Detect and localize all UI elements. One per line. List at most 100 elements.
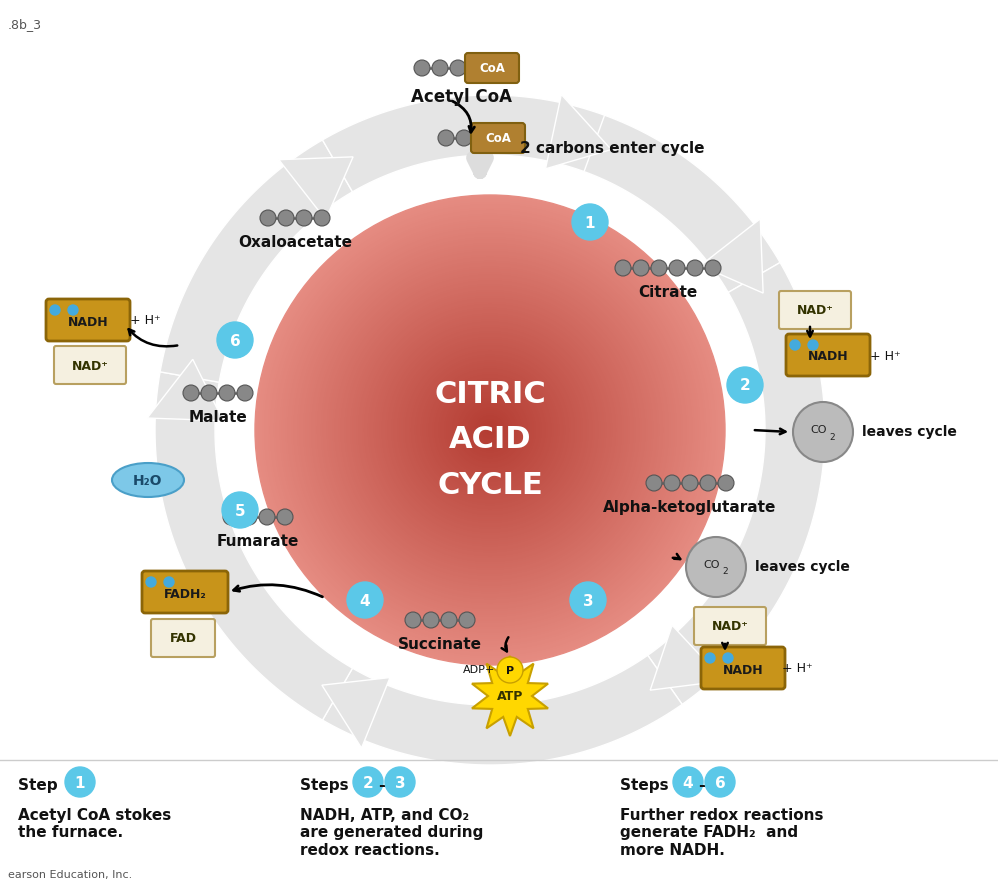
Circle shape (433, 373, 547, 487)
Circle shape (700, 475, 716, 491)
Circle shape (466, 407, 514, 453)
Text: Further redox reactions
generate FADH₂  and
more NADH.: Further redox reactions generate FADH₂ a… (620, 808, 823, 857)
Circle shape (201, 385, 217, 401)
Circle shape (390, 330, 590, 530)
Circle shape (372, 313, 608, 547)
Circle shape (223, 509, 239, 525)
Circle shape (435, 375, 545, 484)
Circle shape (447, 387, 533, 473)
Circle shape (306, 246, 674, 614)
Polygon shape (322, 655, 683, 765)
Polygon shape (701, 219, 763, 293)
Circle shape (682, 475, 698, 491)
Text: CO: CO (810, 425, 827, 435)
Text: + H⁺: + H⁺ (870, 350, 900, 363)
Circle shape (262, 202, 718, 657)
Text: Steps: Steps (300, 778, 354, 793)
Circle shape (325, 265, 655, 595)
Circle shape (669, 260, 685, 276)
Circle shape (323, 263, 657, 597)
Text: FADH₂: FADH₂ (164, 588, 207, 600)
Circle shape (339, 279, 641, 581)
Circle shape (400, 340, 580, 520)
Text: 2: 2 (723, 568, 728, 576)
Text: H₂O: H₂O (134, 474, 163, 488)
FancyBboxPatch shape (694, 607, 766, 645)
Circle shape (256, 197, 723, 663)
Circle shape (687, 260, 703, 276)
FancyBboxPatch shape (701, 647, 785, 689)
Polygon shape (155, 372, 352, 720)
Circle shape (357, 297, 623, 563)
Circle shape (790, 340, 800, 350)
Circle shape (237, 385, 253, 401)
Circle shape (385, 767, 415, 797)
Circle shape (405, 612, 421, 628)
Circle shape (368, 309, 612, 552)
Circle shape (241, 509, 257, 525)
Circle shape (451, 391, 529, 469)
FancyBboxPatch shape (46, 299, 130, 341)
Text: 6: 6 (230, 333, 241, 348)
Text: CoA: CoA (479, 63, 505, 75)
Text: NADH, ATP, and CO₂
are generated during
redox reactions.: NADH, ATP, and CO₂ are generated during … (300, 808, 483, 857)
Circle shape (484, 424, 496, 436)
Circle shape (317, 257, 663, 602)
Circle shape (296, 210, 312, 226)
Text: 3: 3 (394, 775, 405, 790)
Text: NAD⁺: NAD⁺ (72, 360, 109, 372)
Polygon shape (160, 140, 352, 382)
Circle shape (718, 475, 734, 491)
Text: NADH: NADH (68, 316, 109, 329)
Text: FAD: FAD (170, 632, 197, 645)
Text: Oxaloacetate: Oxaloacetate (238, 235, 352, 250)
Circle shape (570, 582, 606, 618)
Circle shape (260, 201, 720, 659)
Circle shape (461, 400, 519, 460)
Circle shape (364, 305, 616, 555)
Circle shape (439, 379, 541, 481)
Circle shape (419, 360, 561, 500)
Circle shape (353, 767, 383, 797)
Circle shape (686, 537, 746, 597)
Circle shape (270, 210, 710, 650)
Circle shape (277, 509, 293, 525)
Circle shape (449, 389, 531, 471)
Circle shape (259, 509, 275, 525)
Text: NADH: NADH (807, 350, 848, 363)
Circle shape (217, 322, 253, 358)
Circle shape (441, 612, 457, 628)
Circle shape (284, 225, 696, 636)
Circle shape (386, 326, 594, 534)
Circle shape (219, 385, 235, 401)
Circle shape (432, 60, 448, 76)
Circle shape (415, 355, 565, 505)
Circle shape (455, 395, 525, 465)
Circle shape (370, 310, 610, 550)
FancyBboxPatch shape (779, 291, 851, 329)
Circle shape (398, 338, 582, 522)
Circle shape (278, 210, 294, 226)
Polygon shape (650, 625, 724, 690)
Circle shape (314, 210, 330, 226)
Circle shape (615, 260, 631, 276)
Text: leaves cycle: leaves cycle (862, 425, 957, 439)
Circle shape (673, 767, 703, 797)
Circle shape (651, 260, 667, 276)
FancyBboxPatch shape (786, 334, 870, 376)
Circle shape (437, 377, 543, 483)
Text: 4: 4 (683, 775, 694, 790)
Circle shape (482, 423, 498, 438)
Circle shape (65, 767, 95, 797)
Circle shape (423, 363, 557, 497)
Circle shape (307, 248, 672, 612)
Text: Acetyl CoA stokes
the furnace.: Acetyl CoA stokes the furnace. (18, 808, 172, 841)
Circle shape (705, 653, 715, 663)
Text: 2 carbons enter cycle: 2 carbons enter cycle (520, 141, 705, 156)
FancyBboxPatch shape (471, 123, 525, 153)
Circle shape (423, 612, 439, 628)
Text: Citrate: Citrate (639, 285, 698, 300)
Text: Step: Step (18, 778, 63, 793)
Circle shape (331, 271, 649, 589)
Polygon shape (278, 156, 353, 219)
